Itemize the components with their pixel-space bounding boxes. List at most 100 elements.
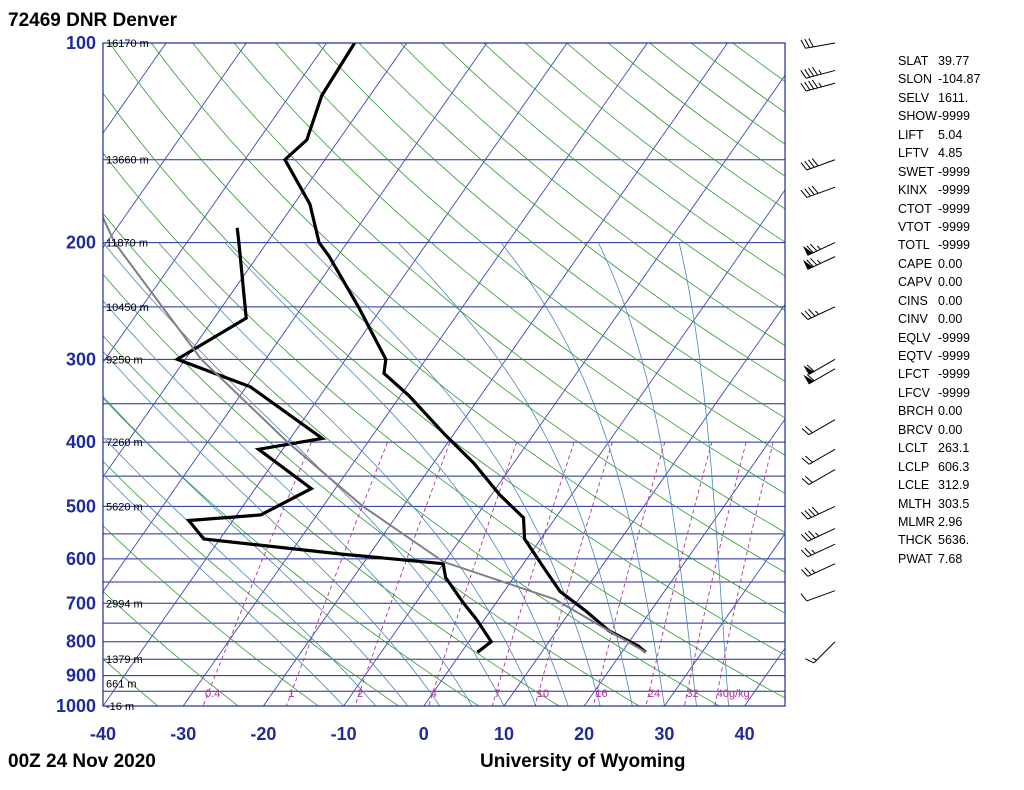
- index-key: CAPV: [898, 275, 933, 290]
- pressure-tick-label: 800: [66, 632, 96, 652]
- wind-barb-flag: [800, 593, 808, 602]
- wind-barb-flag: [808, 530, 816, 539]
- mixing-ratio-line: [491, 442, 575, 706]
- index-key: SELV: [898, 90, 930, 105]
- index-row: MLTH 303.5: [898, 495, 980, 513]
- height-label: 13660 m: [106, 155, 149, 167]
- index-row: SLON -104.87: [898, 70, 980, 88]
- index-row: THCK 5636.: [898, 531, 980, 549]
- mixing-ratio-label: 40g/kg: [717, 688, 750, 700]
- data-lines: [103, 43, 647, 654]
- index-key: BRCV: [898, 422, 933, 437]
- wind-barb-flag: [804, 310, 812, 319]
- wind-barb-half-flag: [818, 82, 822, 88]
- dry-adiabat: [103, 212, 720, 706]
- wind-barb-flag: [806, 374, 815, 382]
- index-row: EQTV -9999: [898, 347, 980, 365]
- index-value: -104.87: [938, 72, 981, 87]
- pressure-tick-label: 700: [66, 593, 96, 613]
- wind-barb: [803, 358, 836, 375]
- index-value: -9999: [938, 330, 970, 345]
- wind-barb: [800, 543, 836, 558]
- wind-barb-flag: [805, 426, 813, 434]
- index-key: SLON: [898, 72, 933, 87]
- wind-barb-half-flag: [815, 532, 820, 537]
- dry-adiabat: [358, 43, 785, 382]
- background-lines: [103, 43, 785, 706]
- wind-barb-half-flag: [818, 69, 822, 75]
- wind-barb: [800, 505, 836, 520]
- dry-adiabat: [150, 43, 785, 573]
- mixing-ratio-line: [202, 442, 312, 706]
- index-key: LCLP: [898, 459, 930, 474]
- moist-adiabat: [103, 350, 441, 706]
- wind-barb-flag: [808, 308, 816, 317]
- dry-adiabat: [103, 460, 399, 706]
- pressure-tick-label: 300: [66, 349, 96, 369]
- dry-adiabat: [103, 335, 560, 706]
- index-value: -9999: [938, 183, 970, 198]
- isotherm: [103, 43, 247, 249]
- wind-barb: [800, 38, 836, 49]
- index-key: VTOT: [898, 219, 932, 234]
- index-key: LIFT: [898, 127, 924, 142]
- index-row: CINS 0.00: [898, 292, 980, 310]
- index-value: 39.77: [938, 54, 970, 68]
- index-row: SHOW-9999: [898, 107, 980, 125]
- index-value: 0.00: [938, 275, 963, 290]
- index-value: -9999: [938, 385, 970, 400]
- temperature-tick-label: 10: [494, 724, 514, 744]
- dewpoint-line: [173, 227, 494, 654]
- wind-barb: [802, 256, 836, 270]
- moist-adiabat: [224, 242, 569, 706]
- pressure-tick-label: 1000: [56, 696, 96, 716]
- pressure-tick-label: 500: [66, 496, 96, 516]
- wind-barb-shaft: [806, 590, 836, 602]
- wind-barb-flag: [800, 162, 808, 171]
- moist-adiabat: [500, 242, 665, 706]
- temperature-tick-label: -10: [331, 724, 357, 744]
- index-key: CAPE: [898, 256, 933, 271]
- wind-barb: [802, 242, 836, 256]
- index-row: MLMR 2.96: [898, 513, 980, 531]
- index-value: 5636.: [938, 533, 970, 548]
- wind-barb-half-flag: [811, 569, 816, 574]
- mixing-ratio-label: 4: [431, 688, 437, 700]
- moist-adiabat: [158, 242, 537, 706]
- wind-barb: [800, 158, 836, 171]
- index-value: -9999: [938, 201, 970, 216]
- wind-barb-flag: [811, 79, 819, 89]
- height-label: 661 m: [106, 679, 137, 691]
- dry-adiabat: [103, 525, 319, 706]
- wind-barb-shaft: [808, 448, 836, 465]
- wind-barb: [800, 306, 836, 320]
- temperature-tick-label: -30: [170, 724, 196, 744]
- index-row: LCLP 606.3: [898, 458, 980, 476]
- mixing-ratio-line: [354, 442, 451, 706]
- moist-adiabat: [103, 473, 344, 706]
- chart-title: 72469 DNR Denver: [8, 10, 178, 31]
- index-row: VTOT -9999: [898, 218, 980, 236]
- wind-barb-flag: [806, 245, 814, 254]
- moist-adiabat: [397, 242, 633, 706]
- index-key: LFTV: [898, 146, 929, 161]
- wind-barb-flag: [805, 658, 815, 664]
- wind-barb-flag: [804, 510, 812, 518]
- height-label: 2994 m: [106, 598, 143, 610]
- dry-adiabat: [400, 43, 785, 347]
- wind-barb-half-flag: [816, 245, 821, 250]
- height-label: -16 m: [106, 701, 134, 713]
- wind-barb-half-flag: [816, 259, 821, 264]
- index-row: CAPV 0.00: [898, 273, 980, 291]
- wind-barb-shaft: [805, 42, 836, 49]
- index-key: KINX: [898, 183, 928, 198]
- index-row: LFCV -9999: [898, 384, 980, 402]
- index-row: EQLV -9999: [898, 329, 980, 347]
- dry-adiabat: [103, 273, 640, 706]
- wind-barb-shaft: [807, 563, 836, 577]
- index-value: 263.1: [938, 441, 970, 456]
- isotherm: [664, 532, 785, 706]
- wind-barb-flag: [800, 511, 809, 520]
- dry-adiabat: [103, 92, 785, 656]
